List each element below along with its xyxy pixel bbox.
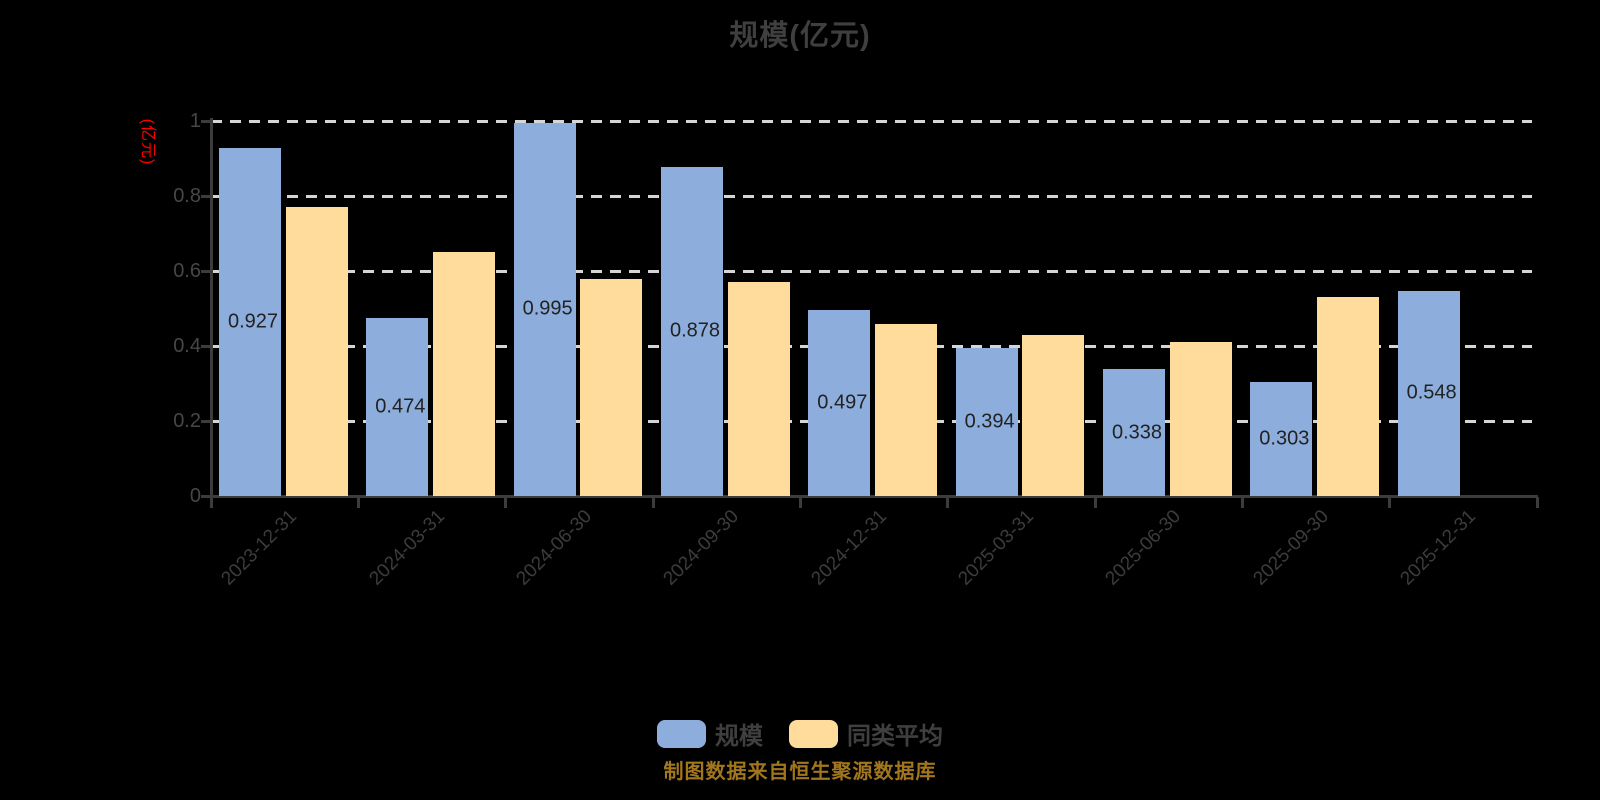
bar-scale[interactable]	[366, 318, 429, 496]
bar-value-label: 0.474	[375, 395, 426, 418]
bar-scale[interactable]	[513, 122, 576, 496]
x-tick	[1388, 497, 1392, 508]
chart-title: 规模(亿元)	[729, 20, 871, 52]
bar-scale[interactable]	[955, 348, 1018, 496]
bar-value-label: 0.927	[227, 310, 279, 333]
x-axis-label: 2025-06-30	[1101, 506, 1186, 590]
x-tick	[356, 497, 360, 508]
legend-item-peer-average[interactable]: 同类平均	[789, 716, 943, 751]
x-axis-label: 2024-06-30	[512, 506, 597, 590]
bar-scale[interactable]	[808, 309, 871, 496]
y-tick	[201, 194, 210, 198]
x-tick	[209, 497, 213, 508]
x-tick	[504, 497, 508, 508]
bar-scale[interactable]	[1103, 369, 1165, 496]
bar-value-label: 0.303	[1259, 427, 1310, 450]
legend-label-scale: 规模	[715, 723, 763, 750]
x-axis-label: 2025-12-31	[1396, 506, 1481, 590]
y-axis-tick-label: 0.4	[173, 335, 201, 357]
gridline-0.8	[211, 194, 1532, 198]
y-axis-tick-label: 0	[189, 485, 201, 507]
bar-value-label: 0.338	[1111, 421, 1163, 444]
data-source-note: 制图数据来自恒生聚源数据库	[663, 761, 937, 783]
bar-value-label: 0.497	[817, 391, 868, 414]
y-axis-tick-label: 0.8	[173, 185, 201, 207]
y-tick	[201, 344, 210, 348]
x-tick	[1093, 497, 1097, 508]
x-tick	[946, 497, 950, 508]
x-tick	[1535, 497, 1539, 508]
x-axis-label: 2023-12-31	[217, 506, 302, 590]
y-axis-tick-label: 1	[189, 110, 201, 132]
bar-scale[interactable]	[1397, 290, 1460, 496]
legend-label-peer-average: 同类平均	[847, 723, 943, 750]
x-axis-label: 2025-03-31	[954, 506, 1039, 590]
x-tick	[798, 497, 802, 508]
legend: 规模 同类平均	[0, 716, 1600, 751]
y-tick	[201, 419, 210, 423]
y-axis-tick-label: 0.6	[173, 260, 201, 282]
y-tick	[201, 269, 210, 273]
y-axis-tick-label: 0.2	[173, 410, 201, 432]
bar-peer-average[interactable]	[874, 323, 937, 496]
bar-peer-average[interactable]	[580, 278, 643, 496]
y-tick	[201, 494, 210, 498]
x-axis-line	[210, 495, 1538, 498]
bar-value-label: 0.394	[964, 410, 1015, 433]
bar-peer-average[interactable]	[1316, 297, 1379, 496]
gridline-0.2	[211, 419, 1532, 423]
bar-peer-average[interactable]	[1022, 334, 1085, 496]
bar-value-label: 0.548	[1406, 381, 1457, 404]
gridline-0.4	[211, 344, 1532, 348]
x-tick	[1240, 497, 1244, 508]
bar-value-label: 0.995	[522, 297, 573, 320]
gridline-0.6	[211, 269, 1532, 273]
bar-scale[interactable]	[219, 148, 281, 496]
bar-value-label: 0.878	[669, 319, 721, 342]
bar-peer-average[interactable]	[285, 207, 348, 496]
bar-scale[interactable]	[1250, 382, 1313, 496]
x-axis-label: 2024-09-30	[659, 506, 744, 590]
bar-peer-average[interactable]	[727, 282, 790, 496]
bar-scale[interactable]	[661, 166, 723, 496]
bar-peer-average[interactable]	[432, 252, 495, 496]
x-tick	[651, 497, 655, 508]
bar-peer-average[interactable]	[1169, 342, 1232, 496]
x-axis-label: 2024-12-31	[807, 506, 891, 590]
legend-swatch-peer-average	[789, 719, 838, 748]
x-axis-label: 2024-03-31	[365, 506, 449, 590]
legend-swatch-scale	[657, 719, 706, 748]
legend-item-scale[interactable]: 规模	[657, 716, 763, 751]
gridline-1	[211, 119, 1532, 123]
y-axis-line	[210, 118, 213, 498]
y-tick	[201, 119, 210, 123]
x-axis-label: 2025-09-30	[1249, 506, 1333, 590]
